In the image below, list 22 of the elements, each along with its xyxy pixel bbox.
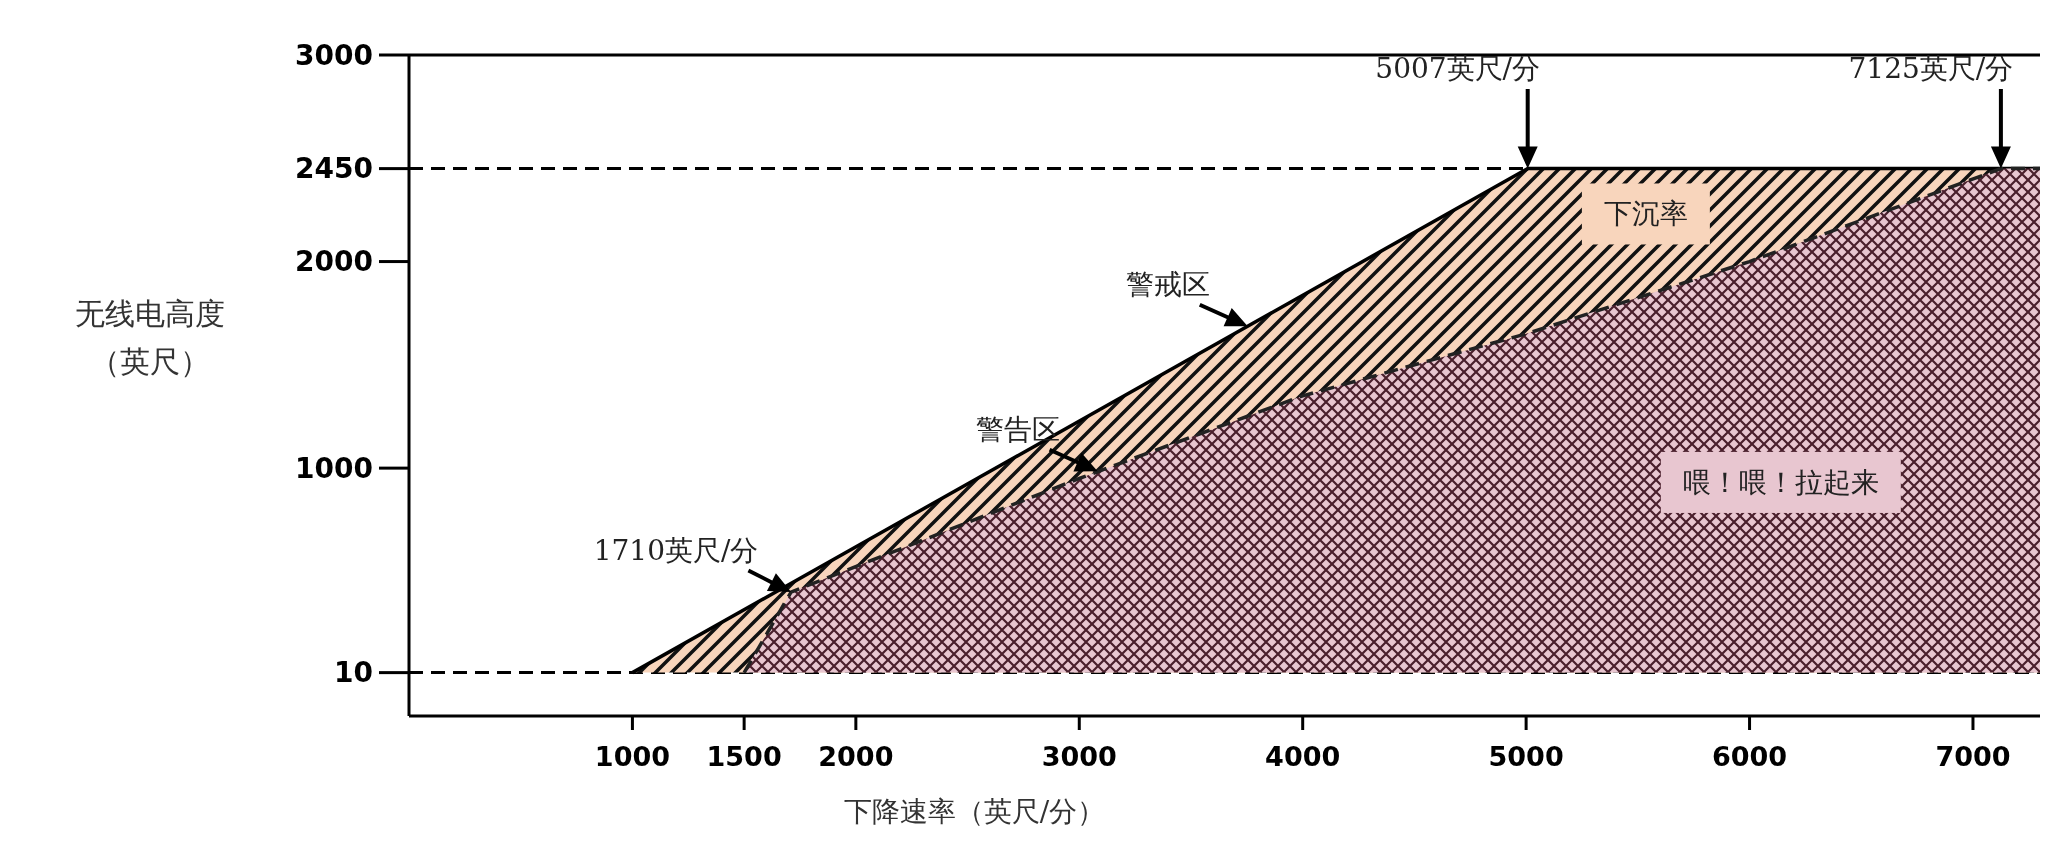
y-tick-label: 2450 xyxy=(295,152,373,186)
annotation: 7125英尺/分 xyxy=(1848,52,2014,86)
x-axis-title: 下降速率（英尺/分） xyxy=(843,794,1106,828)
annotation: 警告区 xyxy=(975,412,1060,446)
y-tick-label: 1000 xyxy=(295,451,373,485)
series-label: 喂！喂！拉起来 xyxy=(1682,465,1879,499)
x-tick-label: 5000 xyxy=(1488,740,1564,772)
x-tick-label: 1000 xyxy=(594,740,670,772)
x-tick-label: 1500 xyxy=(706,740,782,772)
annotation: 5007英尺/分 xyxy=(1375,52,1541,86)
annotation: 警戒区 xyxy=(1125,267,1210,301)
x-tick-label: 4000 xyxy=(1265,740,1341,772)
x-tick-label: 6000 xyxy=(1711,740,1788,772)
x-tick-label: 3000 xyxy=(1041,740,1117,772)
series-label: 下沉率 xyxy=(1603,197,1688,231)
x-tick-label: 2000 xyxy=(818,740,894,772)
y-tick-label: 3000 xyxy=(295,38,373,72)
annotation: 1710英尺/分 xyxy=(593,533,759,567)
x-tick-label: 7000 xyxy=(1935,740,2011,772)
y-axis-title: 无线电高度（英尺） xyxy=(74,295,226,381)
y-tick-label: 2000 xyxy=(295,245,373,279)
y-tick-label: 10 xyxy=(334,656,373,690)
